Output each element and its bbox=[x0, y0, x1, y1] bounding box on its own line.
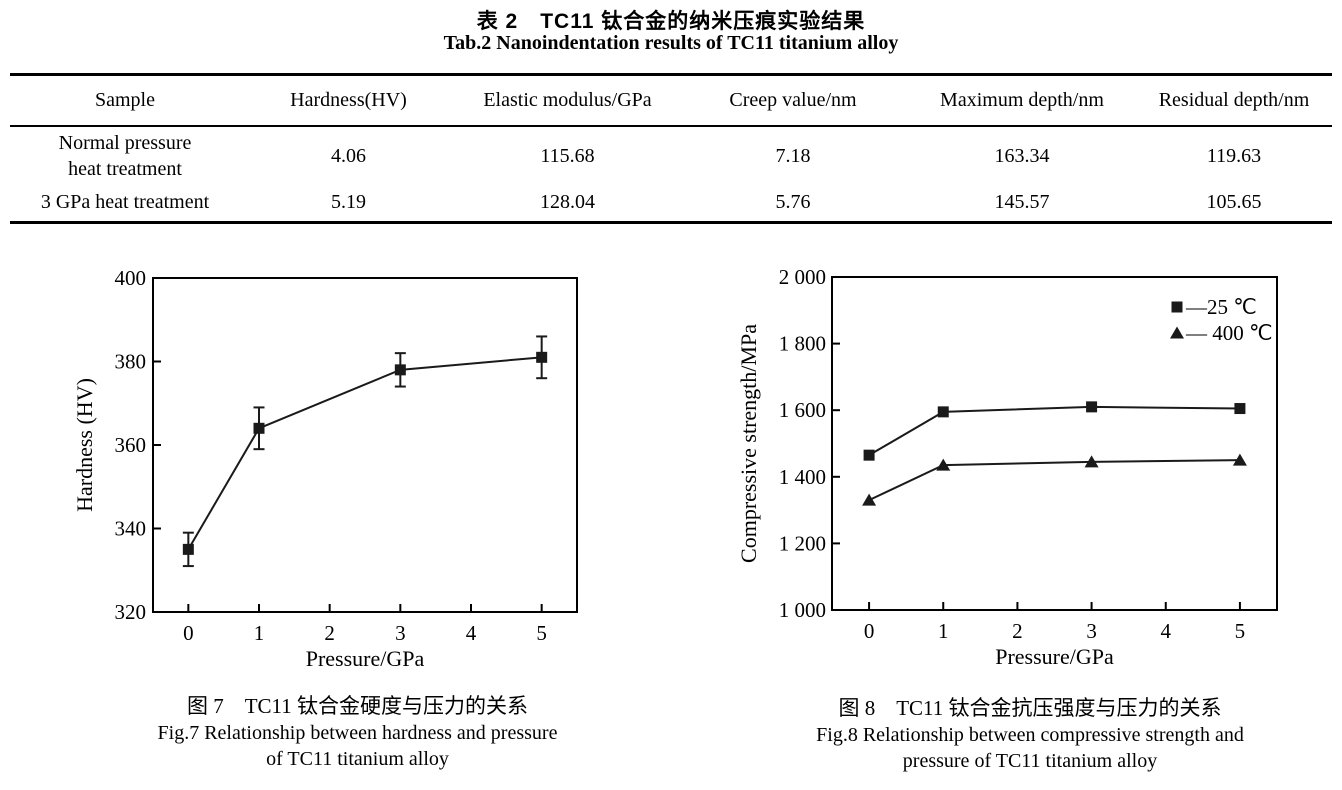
table-cell: 119.63 bbox=[1206, 144, 1262, 167]
column-header-hardness: Hardness(HV) bbox=[240, 74, 457, 127]
chart-series-0 bbox=[182, 335, 548, 568]
legend-label: —25 ℃ bbox=[1185, 295, 1257, 319]
y-tick-label: 400 bbox=[115, 266, 147, 290]
y-tick-label: 1 600 bbox=[779, 398, 826, 422]
table-row-3gpa: 3 GPa heat treatment 5.19 128.04 5.76 14… bbox=[10, 184, 1332, 223]
figure8-caption-en-line1: Fig.8 Relationship between compressive s… bbox=[816, 724, 1244, 746]
x-tick-label: 1 bbox=[938, 619, 949, 643]
table-cell: 163.34 bbox=[994, 144, 1050, 167]
chart-series-1 bbox=[862, 453, 1247, 506]
sample-cell: 3 GPa heat treatment bbox=[40, 191, 210, 213]
figure7-caption: 图 7 TC11 钛合金硬度与压力的关系 Fig.7 Relationship … bbox=[70, 692, 645, 772]
figure8-caption-en-line2: pressure of TC11 titanium alloy bbox=[902, 750, 1158, 772]
table-cell: 145.57 bbox=[994, 191, 1050, 213]
x-tick-label: 3 bbox=[1086, 619, 1097, 643]
table-cell: 4.06 bbox=[331, 144, 366, 167]
compressive-strength-chart: 0 1 2 3 4 5 1 000 1 200 1 400 1 600 1 800 2 000 Pres… bbox=[736, 265, 1278, 669]
x-tick-label: 1 bbox=[254, 621, 265, 645]
figure7-caption-zh: 图 7 TC11 钛合金硬度与压力的关系 bbox=[186, 694, 529, 718]
chart-series-0 bbox=[863, 401, 1246, 461]
column-header-residual-depth: Residual depth/nm bbox=[1136, 74, 1332, 127]
table-cell: 5.19 bbox=[331, 191, 366, 213]
x-tick-label: 5 bbox=[536, 621, 547, 645]
plot-box bbox=[831, 276, 1278, 611]
table-header-row: Sample Hardness(HV) Elastic modulus/GPa … bbox=[10, 74, 1332, 127]
x-tick-label: 4 bbox=[1161, 619, 1172, 643]
x-axis-title: Pressure/GPa bbox=[995, 644, 1114, 669]
table-cell: 7.18 bbox=[775, 144, 811, 167]
sample-line: heat treatment bbox=[68, 157, 182, 180]
plot-box bbox=[152, 277, 578, 613]
column-header-creep-value: Creep value/nm bbox=[678, 74, 908, 127]
figure8-caption-zh: 图 8 TC11 钛合金抗压强度与压力的关系 bbox=[838, 696, 1222, 720]
column-header-sample: Sample bbox=[10, 74, 240, 127]
column-header-elastic-modulus: Elastic modulus/GPa bbox=[457, 74, 678, 127]
y-tick-label: 1 400 bbox=[779, 465, 826, 489]
table-title-zh: 表 2 TC11 钛合金的纳米压痕实验结果 bbox=[476, 10, 866, 33]
legend-label: — 400 ℃ bbox=[1185, 321, 1273, 345]
x-tick-label: 3 bbox=[395, 621, 406, 645]
y-tick-label: 1 800 bbox=[779, 332, 826, 356]
y-axis-title: Compressive strength/MPa bbox=[736, 324, 761, 563]
chart-legend: —25 ℃— 400 ℃ bbox=[1170, 295, 1273, 345]
table-cell: 105.65 bbox=[1206, 191, 1262, 213]
y-tick-label: 320 bbox=[115, 600, 147, 624]
table-cell: 128.04 bbox=[540, 191, 595, 213]
sample-line: Normal pressure bbox=[58, 131, 192, 154]
figure7-caption-en-line2: of TC11 titanium alloy bbox=[266, 748, 449, 770]
nanoindentation-table: Sample Hardness(HV) Elastic modulus/GPa … bbox=[10, 73, 1332, 224]
x-tick-label: 5 bbox=[1235, 619, 1246, 643]
hardness-pressure-chart: 0 1 2 3 4 5 320 340 360 380 400 Pressure/GPa Hardnes… bbox=[72, 266, 578, 670]
x-tick-label: 0 bbox=[183, 621, 194, 645]
y-tick-label: 1 200 bbox=[779, 531, 826, 555]
y-tick-label: 1 000 bbox=[779, 598, 826, 622]
column-header-maximum-depth: Maximum depth/nm bbox=[908, 74, 1136, 127]
y-tick-label: 340 bbox=[115, 517, 147, 541]
table-title-en: Tab.2 Nanoindentation results of TC11 ti… bbox=[443, 32, 899, 54]
x-axis-title: Pressure/GPa bbox=[306, 646, 425, 670]
sample-cell: Normal pressure heat treatment bbox=[10, 126, 240, 184]
x-tick-label: 0 bbox=[864, 619, 875, 643]
x-tick-label: 2 bbox=[324, 621, 335, 645]
x-tick-label: 2 bbox=[1012, 619, 1023, 643]
y-tick-label: 380 bbox=[115, 350, 147, 374]
y-tick-label: 360 bbox=[115, 433, 147, 457]
y-axis-title: Hardness (HV) bbox=[72, 378, 97, 512]
figure8-caption: 图 8 TC11 钛合金抗压强度与压力的关系 Fig.8 Relationshi… bbox=[730, 694, 1330, 774]
table-row-normal-pressure: Normal pressure heat treatment 4.06 115.6… bbox=[10, 126, 1332, 184]
figure7-caption-en-line1: Fig.7 Relationship between hardness and … bbox=[157, 722, 558, 744]
y-tick-label: 2 000 bbox=[779, 265, 826, 289]
table-cell: 115.68 bbox=[540, 144, 595, 167]
x-tick-label: 4 bbox=[466, 621, 477, 645]
table-cell: 5.76 bbox=[775, 191, 811, 213]
